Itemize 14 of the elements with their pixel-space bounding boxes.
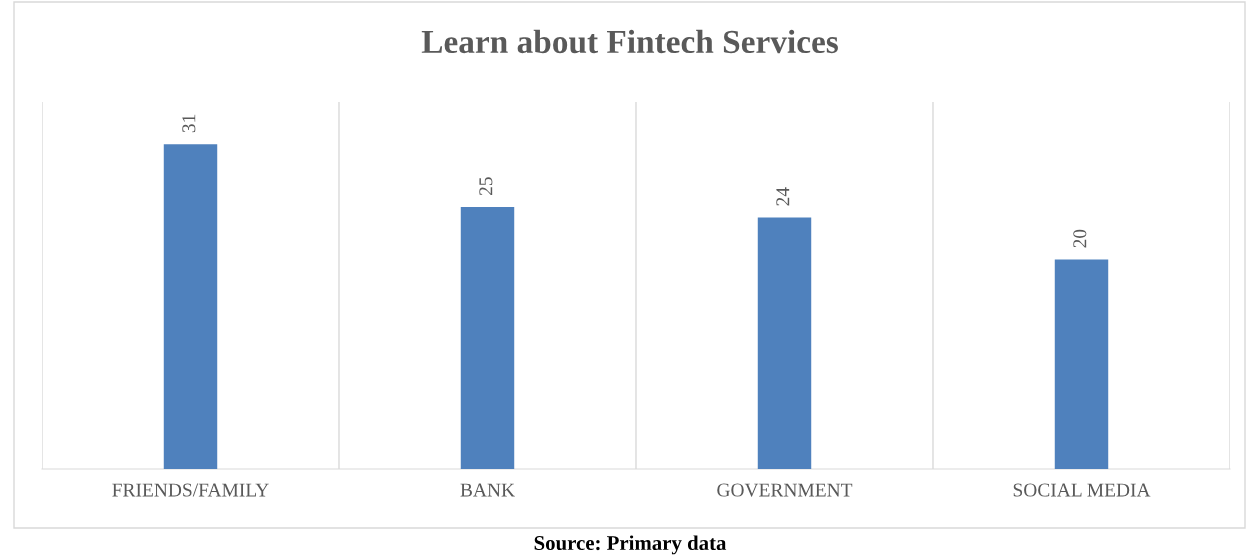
data-label: 20 <box>1073 229 1087 248</box>
x-tick-label: FRIENDS/FAMILY <box>112 483 269 497</box>
bar <box>460 207 515 469</box>
bar <box>163 144 218 469</box>
bar <box>757 217 812 469</box>
data-label: 25 <box>479 177 493 196</box>
bar <box>1054 259 1109 469</box>
x-tick-label: BANK <box>460 483 515 497</box>
x-tick-label: GOVERNMENT <box>717 483 853 497</box>
data-label: 24 <box>776 187 790 206</box>
data-label: 31 <box>182 114 196 133</box>
x-tick-label: SOCIAL MEDIA <box>1013 483 1151 497</box>
chart-title: Learn about Fintech Services <box>421 29 838 54</box>
source-note: Source: Primary data <box>534 535 727 555</box>
